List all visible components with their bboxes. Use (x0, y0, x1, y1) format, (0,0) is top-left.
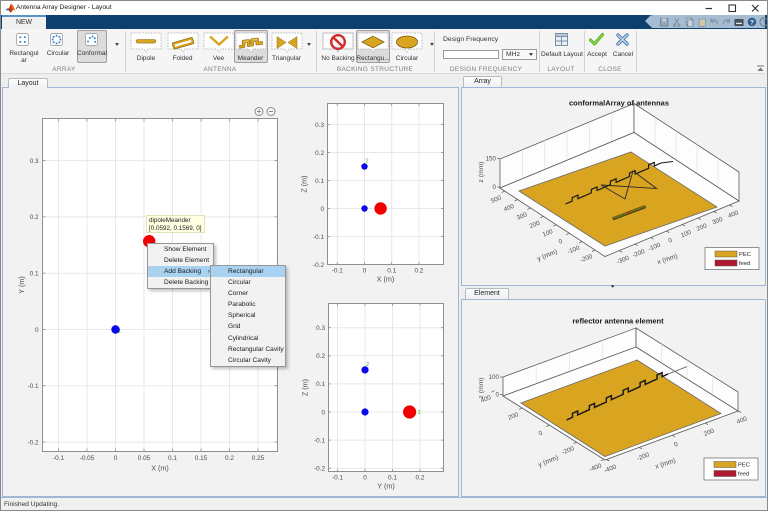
svg-text:?: ? (750, 19, 754, 26)
svg-text:?: ? (763, 20, 766, 26)
